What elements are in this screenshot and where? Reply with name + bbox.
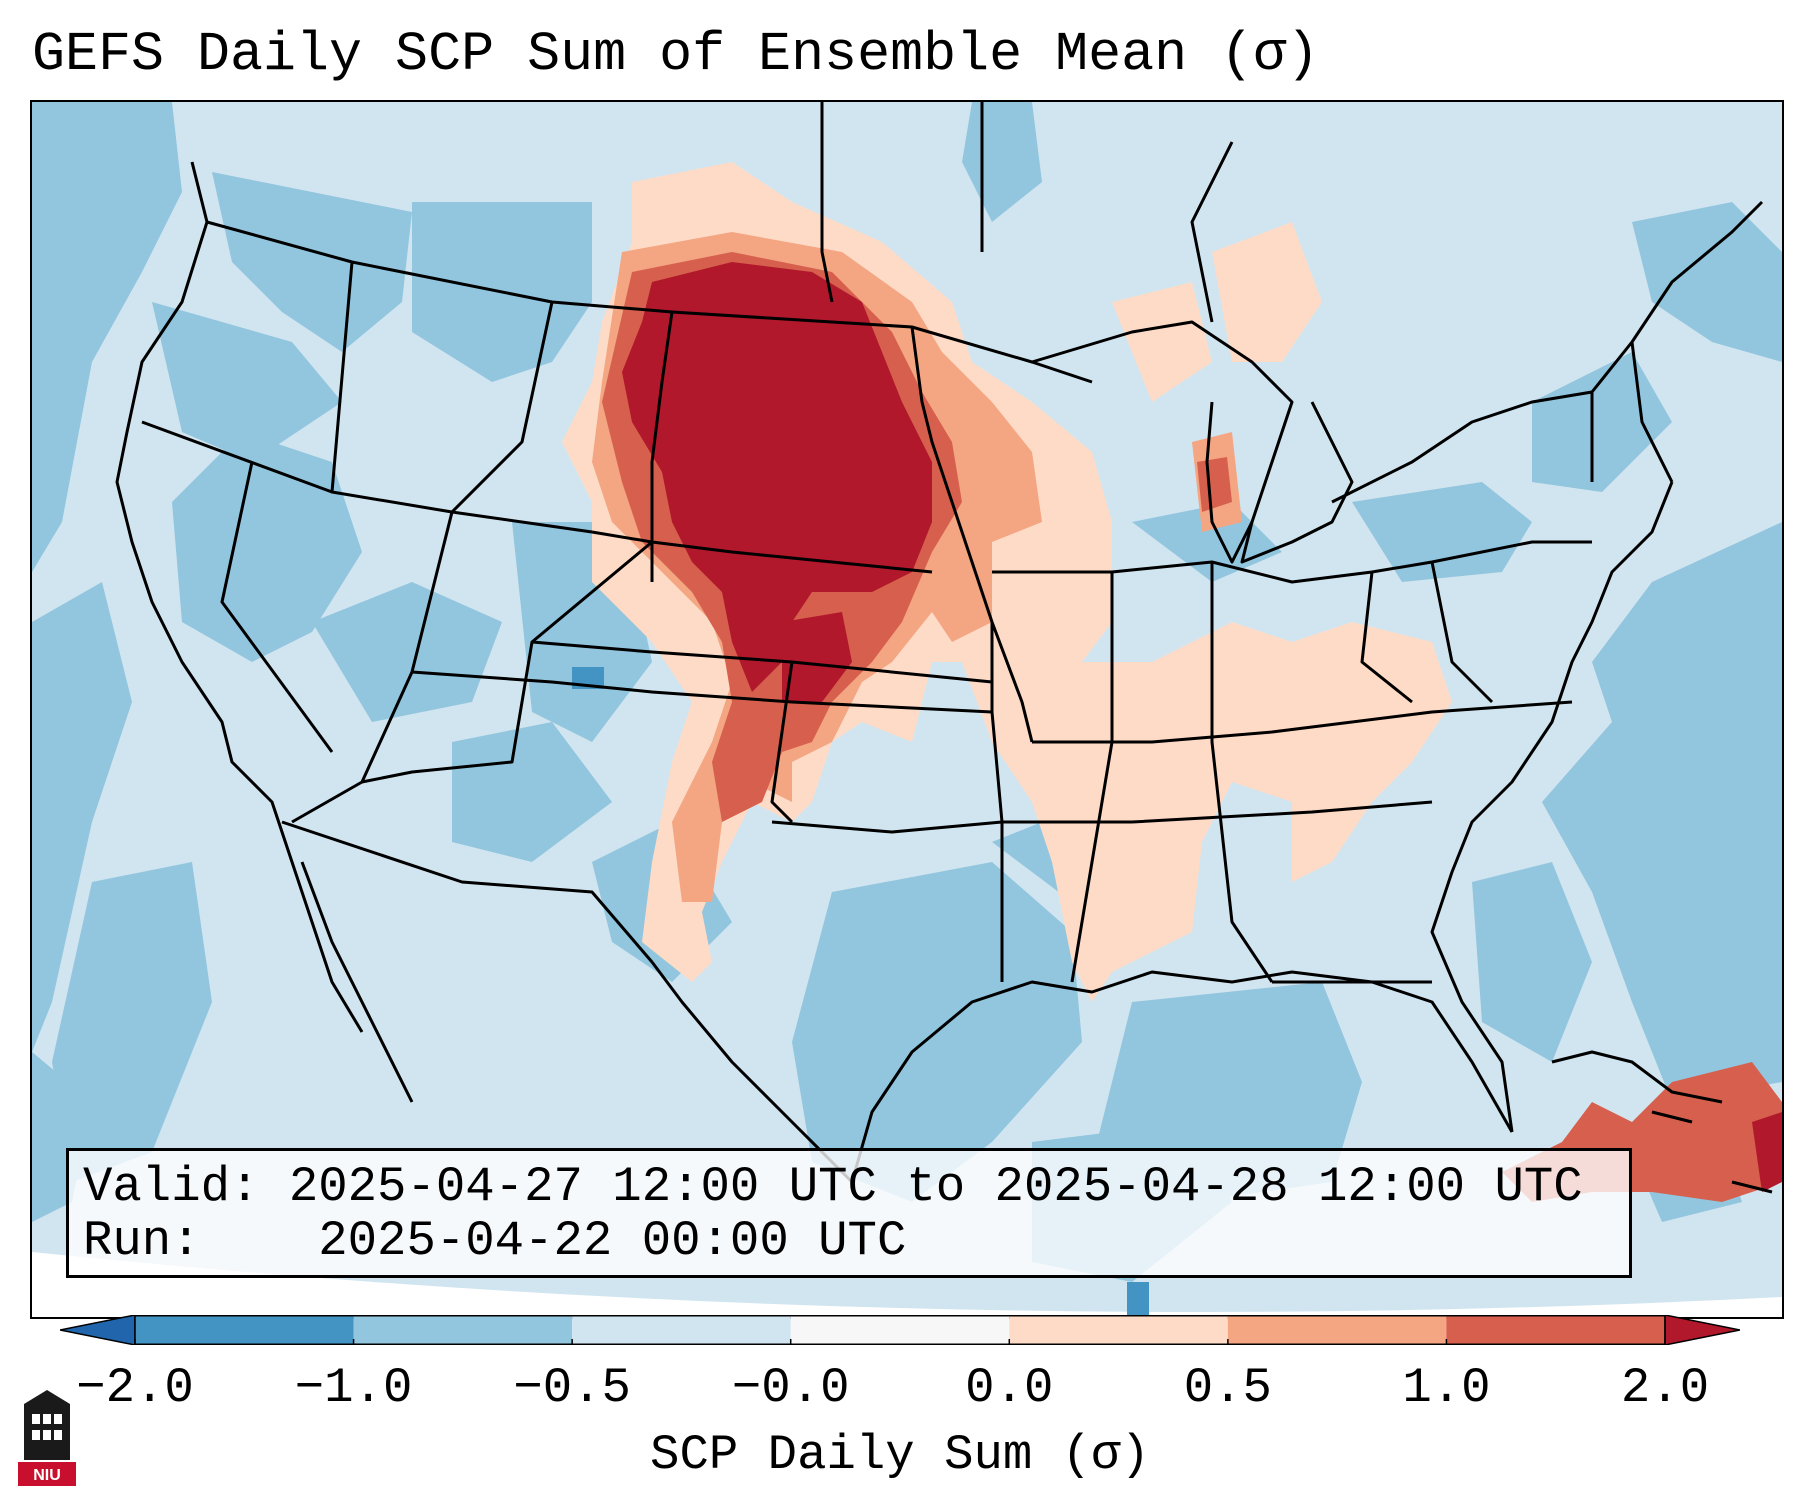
colorbar-tick-label: −2.0 bbox=[76, 1360, 194, 1416]
colorbar-label: SCP Daily Sum (σ) bbox=[650, 1427, 1150, 1483]
colorbar-bin bbox=[135, 1315, 354, 1345]
colorbar-tick-label: 1.0 bbox=[1402, 1360, 1491, 1416]
chart-title: GEFS Daily SCP Sum of Ensemble Mean (σ) bbox=[32, 23, 1320, 86]
valid-label: Valid: bbox=[83, 1159, 260, 1215]
university-tower-icon: NIU bbox=[18, 1390, 76, 1486]
colorbar-bin bbox=[572, 1315, 791, 1345]
colorbar bbox=[60, 1315, 1740, 1345]
colorbar-tick-label: −0.5 bbox=[513, 1360, 631, 1416]
valid-line: Valid: 2025-04-27 12:00 UTC to 2025-04-2… bbox=[83, 1159, 1583, 1215]
colorbar-extension-low bbox=[60, 1315, 136, 1345]
positive-anomaly-extreme bbox=[622, 262, 1782, 1192]
political-boundaries bbox=[115, 102, 1773, 1194]
colorbar-bin bbox=[790, 1315, 1010, 1345]
valid-value: 2025-04-27 12:00 UTC to 2025-04-28 12:00… bbox=[288, 1159, 1583, 1215]
colorbar-tick-label: 0.0 bbox=[965, 1360, 1054, 1416]
colorbar-tick-label: −0.0 bbox=[731, 1360, 850, 1416]
colorbar-tick-label: 2.0 bbox=[1620, 1360, 1710, 1416]
valid-time-box: Valid: 2025-04-27 12:00 UTC to 2025-04-2… bbox=[66, 1148, 1632, 1278]
colorbar-bin bbox=[353, 1315, 573, 1345]
map-panel bbox=[30, 100, 1784, 1319]
map-svg bbox=[32, 102, 1782, 1317]
colorbar-extension-high bbox=[1664, 1315, 1740, 1345]
colorbar-outline bbox=[134, 1315, 1666, 1345]
colorbar-bin bbox=[1009, 1315, 1228, 1345]
colorbar-tick-label: −1.0 bbox=[294, 1360, 413, 1416]
colorbar-tick-label: 0.5 bbox=[1183, 1360, 1272, 1416]
colorbar-bin bbox=[1227, 1315, 1447, 1345]
colorbar-bin bbox=[1446, 1315, 1665, 1345]
run-label: Run: bbox=[83, 1213, 201, 1269]
run-line: Run: 2025-04-22 00:00 UTC bbox=[83, 1213, 906, 1269]
logo-text: NIU bbox=[33, 1467, 61, 1484]
strong-negative-patches bbox=[572, 667, 1149, 1317]
run-value: 2025-04-22 00:00 UTC bbox=[318, 1213, 907, 1269]
